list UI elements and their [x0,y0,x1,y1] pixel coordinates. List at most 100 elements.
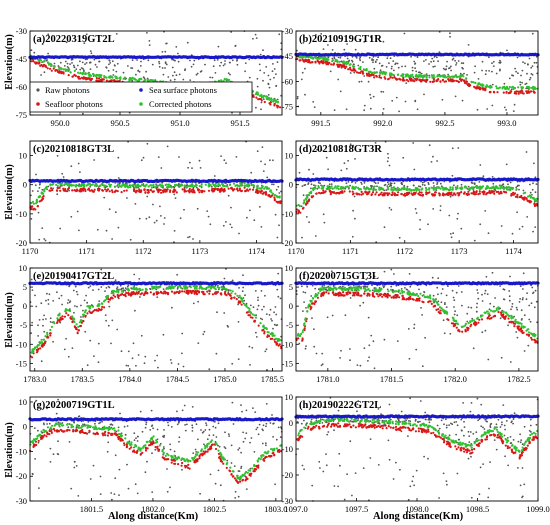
raw-photon [436,160,438,162]
corrected-photon [365,69,368,72]
raw-photon [67,355,70,358]
raw-photon [314,235,317,237]
corrected-photon [72,184,75,187]
raw-photon [351,60,354,63]
raw-photon [133,273,136,276]
y-tick-label: -10 [282,209,293,219]
raw-photon [401,65,403,68]
corrected-photon [266,331,269,334]
raw-photon [389,57,392,60]
raw-photon [49,321,52,323]
seafloor-photon [162,191,165,194]
raw-photon [488,70,490,72]
raw-photon [33,51,36,54]
raw-photon [76,210,79,213]
raw-photon [446,60,448,63]
corrected-photon [358,188,361,191]
seafloor-photon [175,191,178,194]
seafloor-photon [400,193,403,196]
raw-photon [68,301,71,304]
seafloor-photon [54,68,58,72]
raw-photon [479,164,482,166]
raw-photon [432,208,435,210]
corrected-photon [118,76,121,80]
corrected-photon [334,185,337,188]
corrected-photon [344,186,347,189]
raw-photon [89,285,92,287]
raw-photon [531,188,534,191]
x-tick-label: 993.0 [497,118,516,128]
corrected-photon [302,56,305,59]
seafloor-photon [216,290,219,294]
raw-photon [68,285,70,288]
corrected-photon [455,188,458,191]
raw-photon [195,186,198,189]
seafloor-photon [219,189,222,192]
corrected-photon [505,187,508,190]
raw-photon [467,44,470,46]
y-tick-label: -30 [282,26,293,36]
seafloor-photon [315,192,318,195]
corrected-photon [228,289,232,292]
corrected-photon [42,192,45,195]
raw-photon [144,355,147,358]
raw-photon [521,81,523,84]
raw-photon [404,65,407,68]
seafloor-photon [399,78,402,81]
raw-photon [58,297,61,300]
corrected-photon [143,184,147,187]
raw-photon [38,187,41,189]
corrected-photon [321,185,324,188]
seafloor-photon [262,328,265,331]
seafloor-photon [322,189,325,192]
corrected-photon [479,83,482,86]
seafloor-photon [447,78,450,81]
corrected-photon [374,188,377,191]
corrected-photon [468,187,471,190]
raw-photon [188,235,191,238]
seafloor-photon [120,293,123,296]
raw-photon [378,62,381,65]
raw-photon [432,65,435,68]
seafloor-photon [492,190,495,193]
raw-photon [354,217,356,220]
corrected-photon [331,187,334,190]
raw-photon [105,287,108,289]
seafloor-photon [105,79,108,82]
raw-photon [236,63,239,66]
seafloor-photon [525,197,528,200]
raw-photon [43,71,46,74]
raw-photon [61,303,63,306]
seafloor-photon [206,290,209,293]
seafloor-photon [492,90,495,93]
corrected-photon [269,189,272,192]
raw-photon [454,95,457,98]
seafloor-photon [521,90,524,93]
seafloor-photon [61,315,64,318]
corrected-photon [323,56,326,59]
seafloor-photon [447,79,451,82]
raw-photon [484,210,487,212]
raw-photon [445,65,448,68]
raw-photon [163,217,166,219]
raw-photon [151,63,154,66]
seafloor-photon [391,193,394,196]
seafloor-photon [502,91,505,94]
raw-photon [122,71,125,74]
corrected-photon [320,187,323,190]
raw-photon [158,65,161,68]
corrected-photon [105,295,108,298]
raw-photon [187,166,190,169]
raw-photon [343,162,346,165]
corrected-photon [67,184,70,187]
corrected-photon [116,289,119,292]
seafloor-photon [453,192,456,195]
corrected-photon [201,287,204,290]
raw-photon [255,331,257,334]
seafloor-photon [402,194,405,197]
raw-photon [250,171,253,174]
seafloor-photon [76,75,80,78]
corrected-photon [297,203,300,207]
x-tick-label: 1174 [248,246,265,256]
corrected-photon [246,183,249,186]
